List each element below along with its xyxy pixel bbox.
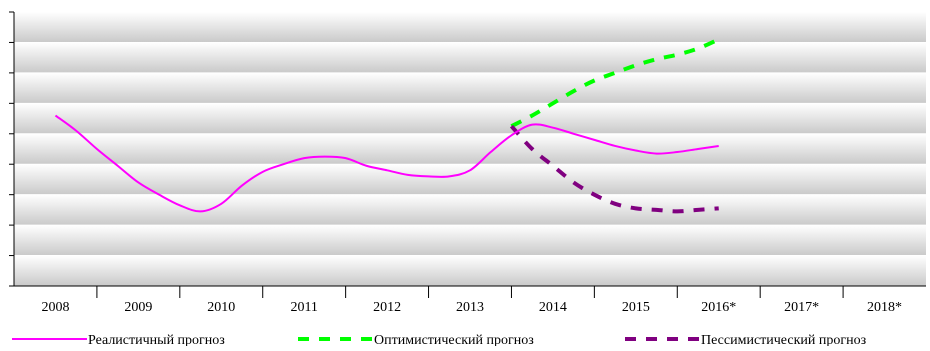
plot-band bbox=[14, 133, 926, 165]
x-tick-label: 2014 bbox=[539, 300, 567, 315]
plot-band bbox=[14, 72, 926, 104]
plot-band bbox=[14, 255, 926, 286]
plot-band bbox=[14, 194, 926, 226]
x-tick-label: 2012 bbox=[373, 300, 401, 315]
series-layer bbox=[54, 37, 720, 214]
x-tick-label: 2013 bbox=[456, 300, 484, 315]
axes bbox=[13, 12, 926, 298]
legend-label: Пессимистический прогноз bbox=[701, 333, 867, 346]
series-line-1 bbox=[54, 114, 719, 213]
x-tick-label: 2008 bbox=[41, 300, 69, 315]
plot-band bbox=[14, 225, 926, 256]
series-line-3 bbox=[509, 124, 719, 214]
x-tick-label: 2016* bbox=[701, 300, 736, 315]
legend-label: Оптимистический прогноз bbox=[374, 333, 534, 346]
plot-band bbox=[14, 103, 926, 134]
plot-area-bands bbox=[14, 12, 926, 286]
plot-band bbox=[14, 12, 926, 43]
x-tick-label: 2011 bbox=[290, 300, 317, 315]
x-tick-label: 2015 bbox=[622, 300, 650, 315]
x-tick-label: 2017* bbox=[784, 300, 819, 315]
plot-band bbox=[14, 42, 926, 73]
x-tick-labels: 2008 2009 2010 2011 2012 2013 2014 2015 2016* 201… bbox=[41, 300, 902, 315]
x-tick-label: 2018* bbox=[867, 300, 902, 315]
x-tick-label: 2010 bbox=[207, 300, 235, 315]
legend-label: Реалистичный прогноз bbox=[88, 333, 225, 346]
legend: Реалистичный прогноз Оптимистический прог… bbox=[12, 333, 867, 348]
x-tick-label: 2009 bbox=[124, 300, 152, 315]
